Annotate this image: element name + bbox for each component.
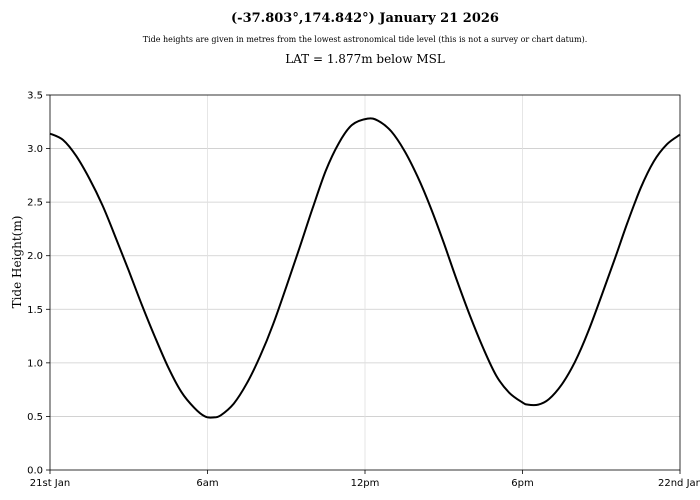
x-tick-label: 21st Jan [30, 478, 70, 489]
x-tick-label: 6am [196, 478, 218, 489]
y-tick-label: 0.0 [27, 466, 43, 477]
y-axis-label: Tide Height(m) [10, 216, 24, 309]
y-tick-label: 2.5 [27, 198, 43, 209]
x-tick-label: 12pm [351, 478, 380, 489]
chart-subtitle: Tide heights are given in metres from th… [142, 35, 588, 44]
y-tick-label: 0.5 [27, 412, 43, 423]
y-tick-label: 3.5 [27, 91, 43, 102]
y-tick-label: 2.0 [27, 251, 43, 262]
x-tick-label: 6pm [511, 478, 533, 489]
y-axis: 0.0 0.5 1.0 1.5 2.0 2.5 3.0 3.5 [27, 91, 50, 477]
y-tick-label: 3.0 [27, 144, 43, 155]
y-tick-label: 1.0 [27, 358, 43, 369]
x-axis: 21st Jan 6am 12pm 6pm 22nd Jan [30, 470, 700, 489]
chart-title: (-37.803°,174.842°) January 21 2026 [231, 11, 499, 26]
tide-series-line [49, 117, 681, 419]
y-tick-label: 1.5 [27, 305, 43, 316]
grid-lines [50, 95, 680, 470]
lat-note: LAT = 1.877m below MSL [285, 52, 445, 66]
x-tick-label: 22nd Jan [658, 478, 700, 489]
